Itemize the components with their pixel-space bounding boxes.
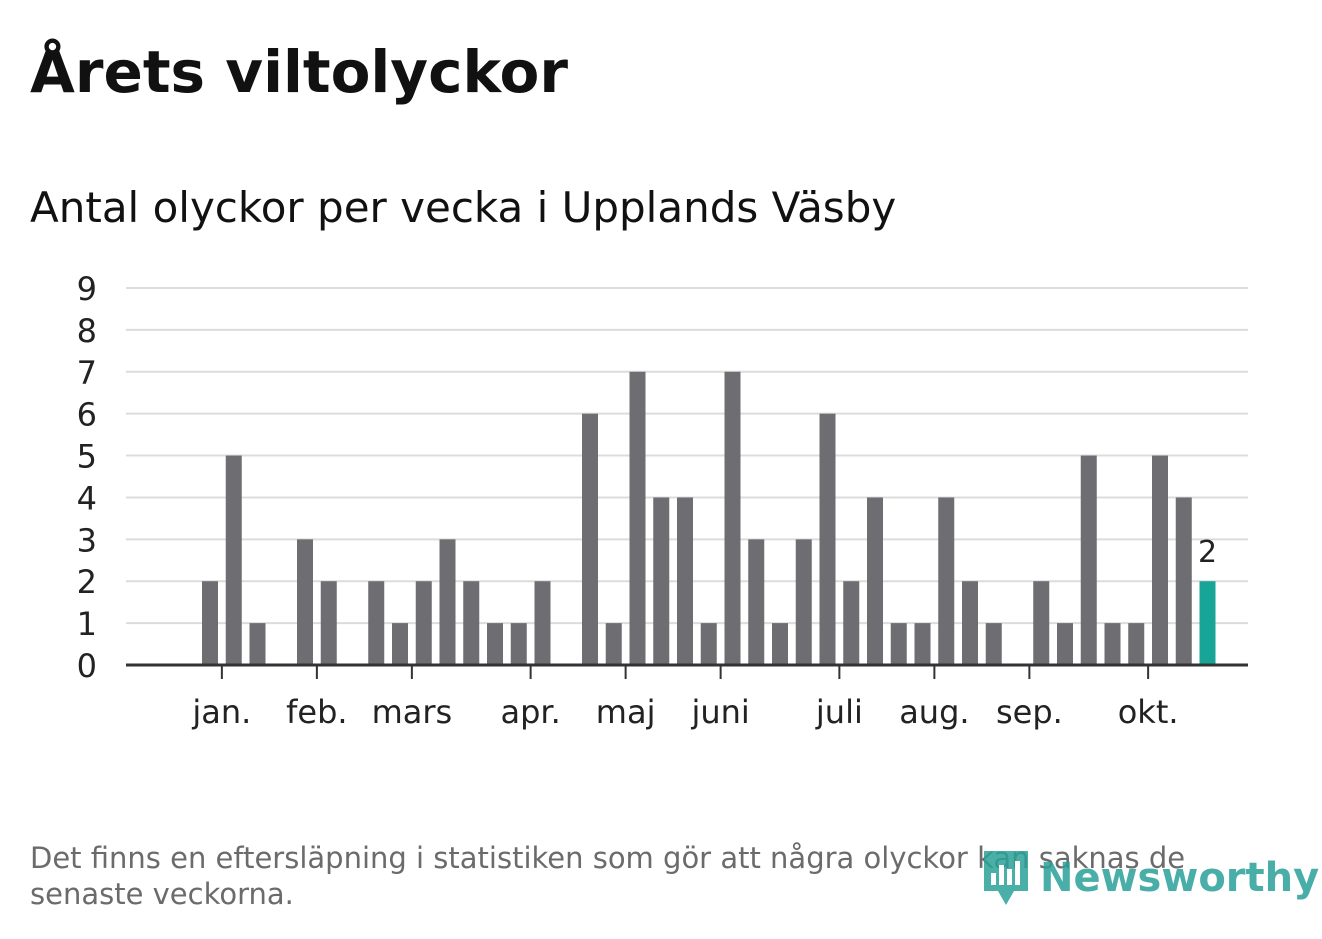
bar	[582, 413, 598, 665]
page-title: Årets viltolyckor	[30, 38, 568, 106]
x-tick-label: apr.	[500, 693, 560, 731]
bar	[938, 497, 955, 665]
y-tick-label: 1	[77, 605, 97, 643]
bar	[962, 581, 978, 665]
y-tick-label: 3	[77, 521, 97, 559]
bar	[1057, 623, 1073, 665]
bar	[748, 539, 765, 665]
bar	[225, 455, 242, 665]
bar	[914, 623, 931, 665]
bar	[1104, 623, 1121, 665]
x-tick-label: feb.	[286, 693, 347, 731]
bar	[415, 581, 432, 665]
bar	[1152, 455, 1168, 665]
x-tick-label: maj	[596, 693, 656, 731]
x-tick-label: okt.	[1118, 693, 1179, 731]
bar	[392, 623, 408, 665]
y-tick-label: 9	[77, 270, 97, 308]
bar	[439, 539, 456, 665]
bar	[297, 539, 313, 665]
x-tick-label: juni	[690, 693, 749, 731]
x-tick-label: juli	[815, 693, 863, 731]
logo-text: Newsworthy	[1040, 855, 1320, 901]
bar	[677, 497, 693, 665]
bar	[368, 581, 385, 665]
bar	[890, 623, 907, 665]
y-tick-label: 6	[77, 396, 97, 434]
bar	[1175, 497, 1192, 665]
y-tick-label: 2	[77, 563, 97, 601]
bar	[534, 581, 551, 665]
bar	[867, 497, 883, 665]
bar	[487, 623, 503, 665]
bar	[724, 371, 741, 665]
y-tick-label: 4	[77, 479, 97, 517]
bar	[629, 371, 646, 665]
newsworthy-logo-icon	[984, 851, 1028, 905]
bar	[463, 581, 480, 665]
x-tick-label: jan.	[191, 693, 251, 731]
bar	[1080, 455, 1097, 665]
bar	[700, 623, 717, 665]
bar	[320, 581, 337, 665]
y-tick-label: 8	[77, 312, 97, 350]
bar-highlight	[1199, 581, 1216, 665]
bar	[1033, 581, 1050, 665]
bar	[985, 623, 1002, 665]
bar	[843, 581, 860, 665]
bar	[202, 581, 218, 665]
bar	[510, 623, 527, 665]
bar	[249, 623, 266, 665]
chart-subtitle: Antal olyckor per vecka i Upplands Väsby	[30, 183, 897, 232]
bar	[653, 497, 670, 665]
x-tick-label: sep.	[996, 693, 1063, 731]
bar	[772, 623, 788, 665]
bar	[819, 413, 836, 665]
bar	[605, 623, 622, 665]
bar	[795, 539, 812, 665]
x-tick-label: mars	[372, 693, 453, 731]
bar	[1128, 623, 1145, 665]
y-tick-label: 5	[77, 438, 97, 476]
x-tick-label: aug.	[899, 693, 969, 731]
y-tick-label: 7	[77, 354, 97, 392]
y-tick-label: 0	[77, 647, 97, 685]
data-label: 2	[1198, 535, 1217, 570]
newsworthy-logo: Newsworthy	[980, 847, 1319, 909]
